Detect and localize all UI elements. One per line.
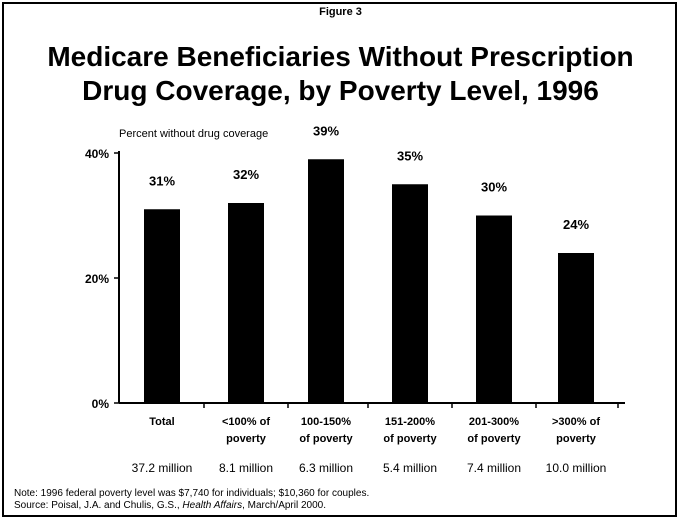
- count-label: 6.3 million: [299, 461, 353, 475]
- figure-label: Figure 3: [319, 6, 362, 18]
- category-label: 151-200%: [385, 416, 435, 428]
- bar-chart: 0% 20% 40% 31% Total 37.2 million 32% <100% of p…: [85, 123, 625, 475]
- bar: [308, 159, 344, 403]
- data-label: 39%: [313, 123, 339, 138]
- source-prefix: Source: Poisal, J.A. and Chulis, G.S.,: [14, 500, 183, 511]
- data-label: 30%: [481, 180, 507, 195]
- data-label: 24%: [563, 217, 589, 232]
- category-label: poverty: [556, 433, 597, 445]
- bar: [476, 215, 512, 403]
- category-label: >300% of: [552, 416, 600, 428]
- bar: [144, 209, 180, 403]
- source-text: Source: Poisal, J.A. and Chulis, G.S., H…: [14, 500, 369, 512]
- category-label: Total: [149, 416, 174, 428]
- data-label: 32%: [233, 167, 259, 182]
- footnotes: Note: 1996 federal poverty level was $7,…: [14, 488, 369, 512]
- category-label: <100% of: [222, 416, 270, 428]
- y-axis-label: Percent without drug coverage: [119, 128, 269, 140]
- category-label: of poverty: [299, 433, 353, 445]
- note-text: Note: 1996 federal poverty level was $7,…: [14, 488, 370, 499]
- category-label: 201-300%: [469, 416, 519, 428]
- count-label: 10.0 million: [546, 461, 607, 475]
- data-label: 31%: [149, 173, 175, 188]
- bar: [228, 203, 264, 403]
- bar: [558, 253, 594, 403]
- source-journal: Health Affairs: [182, 500, 243, 511]
- y-tick-label: 0%: [92, 397, 110, 411]
- category-label: 100-150%: [301, 416, 351, 428]
- category-label: of poverty: [383, 433, 437, 445]
- chart-title-line-2: Drug Coverage, by Poverty Level, 1996: [82, 75, 599, 106]
- chart-title: Medicare Beneficiaries Without Prescript…: [0, 40, 681, 108]
- y-tick-label: 20%: [85, 272, 109, 286]
- count-label: 37.2 million: [132, 461, 193, 475]
- data-label: 35%: [397, 148, 423, 163]
- bar: [392, 184, 428, 403]
- category-label: of poverty: [467, 433, 521, 445]
- category-label: poverty: [226, 433, 267, 445]
- chart-title-line-1: Medicare Beneficiaries Without Prescript…: [47, 41, 634, 72]
- count-label: 5.4 million: [383, 461, 437, 475]
- source-suffix: , March/April 2000.: [242, 500, 327, 511]
- count-label: 8.1 million: [219, 461, 273, 475]
- y-tick-label: 40%: [85, 147, 109, 161]
- count-label: 7.4 million: [467, 461, 521, 475]
